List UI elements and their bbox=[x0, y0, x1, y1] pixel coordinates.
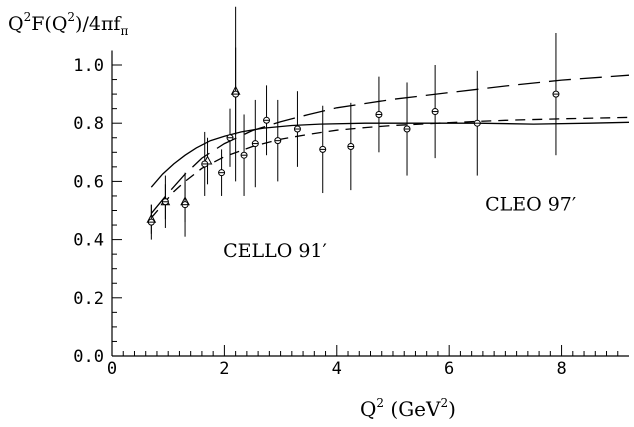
x-title-mid: (GeV bbox=[384, 397, 441, 421]
data-points bbox=[146, 6, 560, 240]
x-tick-label: 2 bbox=[219, 359, 229, 379]
y-title-mid: F(Q bbox=[31, 13, 67, 35]
x-tick-label: 6 bbox=[444, 359, 454, 379]
x-tick-label: 0 bbox=[107, 359, 117, 379]
longdash-curve bbox=[150, 74, 630, 214]
y-title-sub: π bbox=[120, 24, 128, 38]
x-title-sup2: 2 bbox=[440, 396, 448, 410]
annotations: CELLO 91′ CLEO 97′ bbox=[223, 194, 576, 263]
axes: 0.0 0.2 0.4 0.6 0.8 1.0 0 2 4 6 8 bbox=[73, 50, 629, 379]
annotation-label: CELLO 91′ bbox=[223, 240, 327, 262]
y-tick-label: 0.2 bbox=[73, 289, 104, 309]
theory-curves bbox=[150, 74, 630, 219]
y-tick-label: 0.0 bbox=[73, 347, 104, 367]
y-tick-label: 0.6 bbox=[73, 172, 104, 192]
y-axis-title: Q2F(Q2)/4πfπ bbox=[8, 10, 128, 38]
x-title-pre: Q bbox=[360, 397, 376, 421]
y-title-post: )/4πf bbox=[75, 13, 122, 35]
x-title-sup1: 2 bbox=[376, 396, 384, 410]
solid-curve bbox=[150, 121, 630, 188]
y-tick-label: 1.0 bbox=[73, 56, 104, 76]
dashed-curve bbox=[150, 116, 630, 219]
x-axis-title: Q2 (GeV2) bbox=[360, 396, 456, 421]
y-title-pre: Q bbox=[8, 13, 24, 35]
y-title-sup1: 2 bbox=[24, 10, 32, 24]
annotation-label: CLEO 97′ bbox=[485, 194, 576, 216]
y-tick-label: 0.8 bbox=[73, 114, 104, 134]
x-tick-label: 8 bbox=[556, 359, 566, 379]
y-tick-label: 0.4 bbox=[73, 231, 104, 251]
x-title-post: ) bbox=[448, 397, 456, 421]
x-tick-label: 4 bbox=[332, 359, 342, 379]
y-title-sup2: 2 bbox=[67, 10, 75, 24]
